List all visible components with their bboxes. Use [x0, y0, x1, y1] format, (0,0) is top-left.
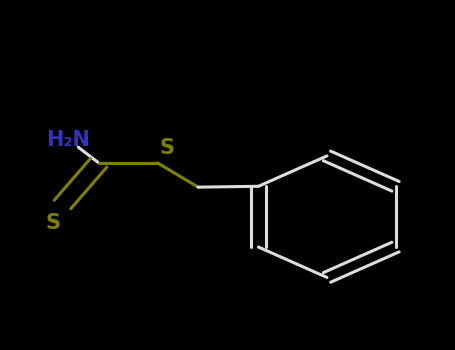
- Text: H₂N: H₂N: [46, 130, 91, 150]
- Text: S: S: [46, 213, 61, 233]
- Text: S: S: [160, 138, 175, 158]
